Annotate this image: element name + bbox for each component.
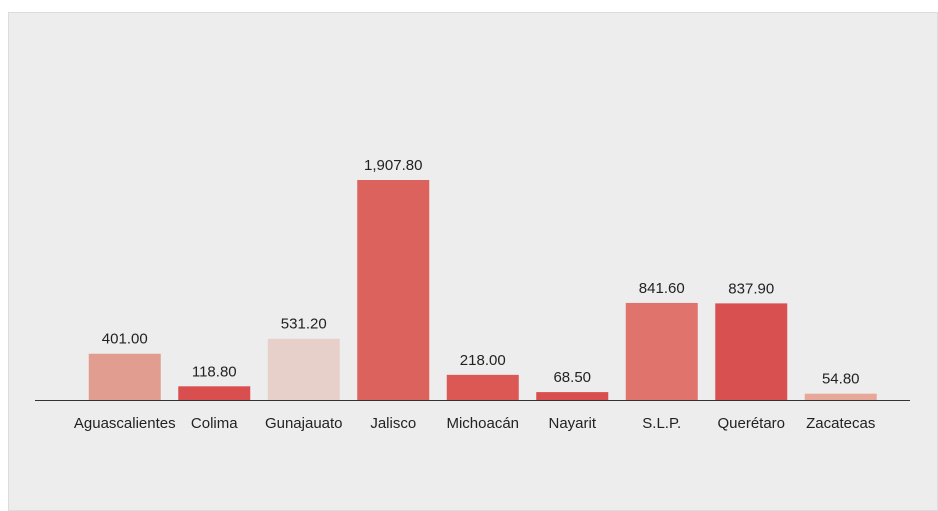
value-label: 841.60 (639, 280, 685, 297)
x-tick-label: Querétaro (717, 415, 785, 432)
x-tick-label: Zacatecas (806, 415, 875, 432)
x-tick-label: Michoacán (446, 415, 519, 432)
value-label: 118.80 (192, 363, 237, 380)
bar (178, 386, 251, 400)
value-label: 68.50 (553, 369, 591, 386)
bar (715, 303, 788, 400)
x-tick-label: Gunajauato (265, 415, 343, 432)
panel (8, 12, 938, 511)
value-label: 218.00 (460, 352, 506, 369)
value-label: 1,907.80 (364, 157, 422, 174)
value-label: 54.80 (822, 371, 860, 388)
value-label: 531.20 (281, 316, 327, 333)
x-tick-label: Colima (191, 415, 238, 432)
bar (446, 374, 519, 400)
value-label: 401.00 (102, 331, 148, 348)
x-tick-label: S.L.P. (642, 415, 681, 432)
bar (357, 180, 430, 400)
bar (804, 393, 877, 400)
x-tick-label: Nayarit (548, 415, 596, 432)
x-tick-label: Aguascalientes (74, 415, 176, 432)
bar (88, 353, 161, 400)
bar (267, 338, 340, 400)
value-label: 837.90 (728, 280, 774, 297)
x-tick-label: Jalisco (370, 415, 416, 432)
bar (625, 302, 698, 400)
bar (536, 392, 609, 400)
